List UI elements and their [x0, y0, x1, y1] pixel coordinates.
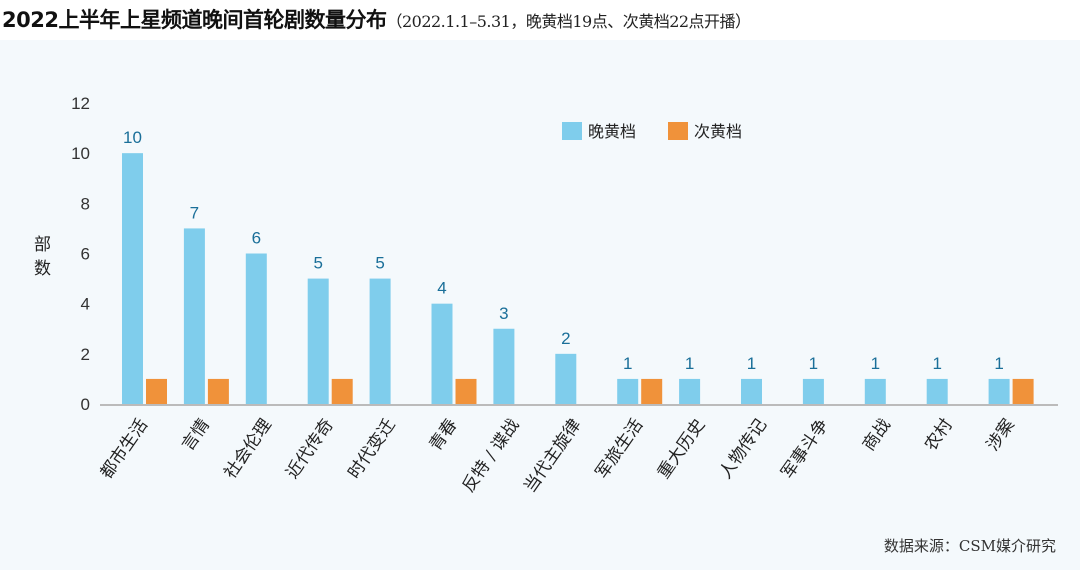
legend-label: 次黄档	[694, 122, 742, 141]
x-tick-label: 言情	[178, 415, 214, 454]
y-tick-label: 2	[81, 345, 90, 364]
x-tick-label: 当代主旋律	[520, 415, 585, 496]
data-label: 1	[994, 354, 1003, 373]
bars: 10 7 6 5 5 4 3 2 1 1 1 1 1 1 1	[122, 128, 1034, 404]
bar-evening	[864, 378, 886, 404]
x-tick-label: 农村	[921, 415, 957, 454]
chart-title: 2022上半年上星频道晚间首轮剧数量分布（2022.1.1–5.31，晚黄档19…	[2, 4, 751, 34]
x-tick-label: 都市生活	[97, 415, 152, 482]
chart-title-main: 2022上半年上星频道晚间首轮剧数量分布	[2, 8, 387, 32]
data-label: 6	[252, 229, 261, 248]
x-tick-label: 青春	[426, 415, 462, 454]
bar-late	[641, 378, 663, 404]
data-label: 1	[623, 354, 632, 373]
data-label: 5	[375, 254, 384, 273]
bar-evening	[679, 378, 701, 404]
bar-evening	[555, 353, 577, 404]
chart-panel	[0, 40, 1080, 570]
bar-evening	[122, 153, 143, 404]
x-tick-label: 人物传记	[716, 415, 771, 482]
bar-evening	[988, 378, 1010, 404]
x-tick-label: 军事斗争	[778, 415, 833, 482]
x-tick-label: 军旅生活	[592, 415, 647, 482]
data-label: 2	[561, 329, 570, 348]
bar-evening	[431, 303, 453, 404]
x-tick-label: 时代变迁	[344, 415, 399, 482]
data-label: 1	[932, 354, 941, 373]
bar-evening	[617, 378, 639, 404]
y-tick-label: 0	[81, 395, 90, 414]
data-label: 7	[190, 203, 199, 222]
data-label: 1	[747, 354, 756, 373]
y-tick-label: 12	[71, 94, 90, 113]
x-tick-label: 重大历史	[654, 415, 709, 482]
bar-evening	[369, 278, 391, 404]
data-label: 10	[123, 128, 142, 147]
bar-late	[1012, 378, 1034, 404]
x-tick-label: 反特 / 谍战	[459, 415, 524, 496]
data-label: 1	[871, 354, 880, 373]
data-label: 1	[685, 354, 694, 373]
bar-evening	[245, 253, 267, 404]
x-tick-label: 商战	[859, 415, 895, 454]
y-tick-label: 8	[81, 194, 90, 213]
data-label: 5	[313, 254, 322, 273]
x-tick-label: 近代传奇	[282, 415, 337, 482]
data-label: 3	[499, 304, 508, 323]
legend-swatch	[668, 122, 688, 140]
legend-label: 晚黄档	[588, 122, 636, 141]
legend: 晚黄档 次黄档	[562, 122, 742, 141]
bar-evening	[802, 378, 824, 404]
y-axis-label-1: 部	[34, 235, 51, 255]
chart-subtitle: （2022.1.1–5.31，晚黄档19点、次黄档22点开播）	[386, 12, 751, 31]
y-tick-label: 4	[81, 295, 90, 314]
bar-evening	[183, 228, 205, 404]
data-label: 1	[809, 354, 818, 373]
y-tick-label: 10	[71, 144, 90, 163]
x-tick-label: 涉案	[983, 415, 1019, 454]
bar-evening	[926, 378, 948, 404]
x-tick-label: 社会伦理	[221, 415, 276, 482]
legend-swatch	[562, 122, 582, 140]
bar-late	[207, 378, 229, 404]
bar-evening	[493, 328, 515, 404]
y-axis-label-2: 数	[34, 259, 51, 279]
bar-late	[455, 378, 477, 404]
bar-evening	[307, 278, 329, 404]
bar-late	[331, 378, 353, 404]
bar-evening	[741, 378, 762, 404]
y-tick-label: 6	[81, 245, 90, 264]
source-note: 数据来源：CSM媒介研究	[884, 537, 1056, 555]
data-label: 4	[437, 279, 446, 298]
bar-late	[146, 378, 167, 404]
